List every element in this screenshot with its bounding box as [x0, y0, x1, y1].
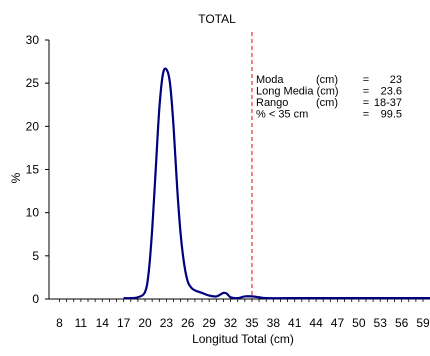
x-tick-label: 8 — [56, 316, 63, 330]
y-tick-label: 15 — [26, 163, 40, 177]
x-axis-label: Longitud Total (cm) — [192, 332, 294, 346]
annotation-unit: (cm) — [316, 74, 338, 86]
x-tick-label: 17 — [117, 316, 131, 330]
x-tick-label: 14 — [96, 316, 110, 330]
x-tick-label: 38 — [267, 316, 281, 330]
y-tick-label: 30 — [26, 33, 40, 47]
x-tick-label: 32 — [224, 316, 238, 330]
y-axis-label: % — [9, 172, 23, 183]
y-tick-label: 20 — [26, 119, 40, 133]
y-tick-label: 0 — [32, 292, 39, 306]
annotation-value: 99.5 — [381, 109, 402, 121]
x-tick-label: 47 — [331, 316, 345, 330]
annotation-label: Moda — [256, 74, 284, 86]
x-tick-label: 29 — [202, 316, 216, 330]
annotation-equals: = — [363, 74, 369, 86]
x-tick-label: 35 — [245, 316, 259, 330]
x-tick-label: 50 — [352, 316, 366, 330]
annotation-label: % < 35 cm — [256, 109, 308, 121]
annotation-value: 18-37 — [374, 97, 402, 109]
x-tick-label: 23 — [160, 316, 174, 330]
annotation-equals: = — [363, 86, 369, 98]
x-tick-label: 26 — [181, 316, 195, 330]
x-tick-label: 56 — [395, 316, 409, 330]
annotation-value: 23 — [390, 74, 402, 86]
y-tick-label: 10 — [26, 206, 40, 220]
annotation-label: Rango — [256, 97, 288, 109]
series-line-0 — [123, 67, 430, 300]
x-tick-label: 59 — [416, 316, 430, 330]
chart-title: TOTAL — [198, 12, 236, 26]
y-tick-label: 25 — [26, 76, 40, 90]
annotation-unit: (cm) — [316, 97, 338, 109]
x-tick-label: 44 — [309, 316, 323, 330]
x-tick-label: 41 — [288, 316, 302, 330]
x-tick-label: 20 — [138, 316, 152, 330]
y-tick-label: 5 — [32, 249, 39, 263]
annotation-equals: = — [363, 109, 369, 121]
x-tick-label: 53 — [374, 316, 388, 330]
annotation-value: 23.6 — [381, 86, 402, 98]
x-tick-label: 11 — [75, 316, 88, 330]
annotation-equals: = — [363, 97, 369, 109]
annotation-label: Long Media (cm) — [256, 86, 339, 98]
